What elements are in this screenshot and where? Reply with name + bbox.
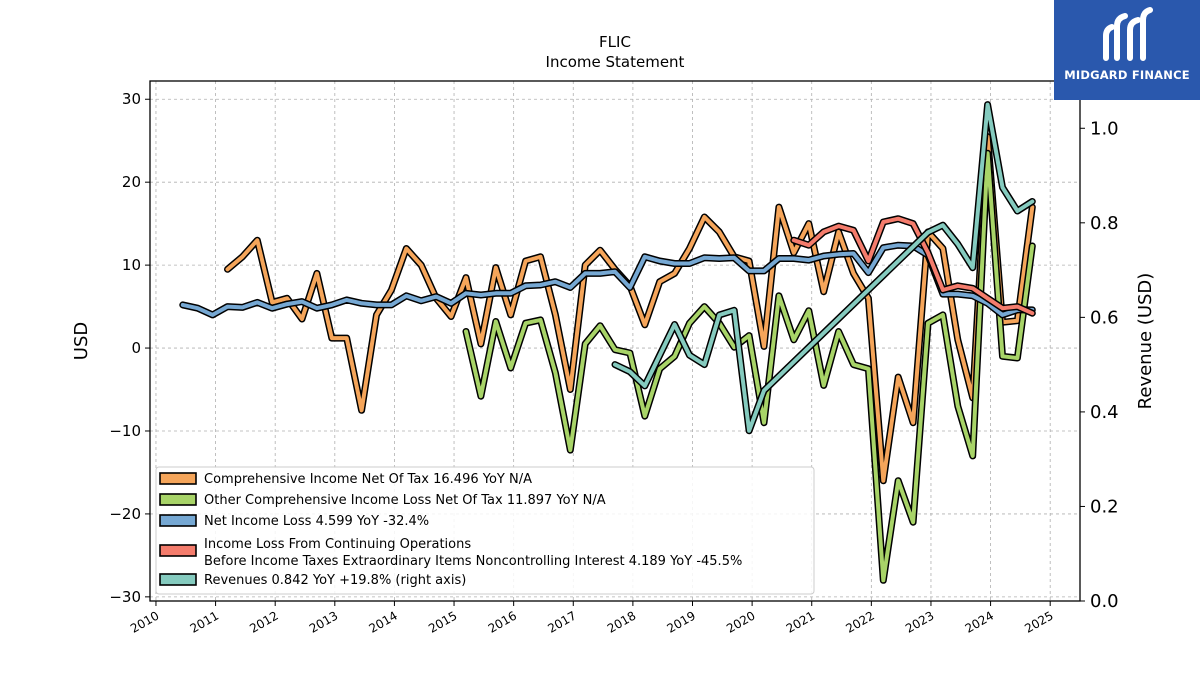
legend-swatch-0 — [159, 472, 197, 485]
x-tick-label: 2015 — [426, 608, 459, 635]
x-tick-label: 2024 — [963, 608, 996, 635]
series-line-1 — [464, 151, 1035, 583]
x-tick-label: 2023 — [903, 608, 936, 635]
y-tick-label: 30 — [122, 90, 141, 108]
y-axis-label-right: Revenue (USD) — [1135, 273, 1156, 410]
legend-swatch-3 — [159, 544, 197, 557]
legend-box — [155, 466, 815, 595]
logo-name: MIDGARD FINANCE — [1064, 68, 1190, 82]
legend-label-2: Net Income Loss 4.599 YoY -32.4% — [204, 514, 429, 529]
y-tick-label-right: 0.4 — [1090, 402, 1119, 423]
series-outline-0 — [224, 133, 1036, 485]
x-tick-label: 2010 — [128, 608, 161, 635]
series-line-2 — [180, 243, 1035, 317]
x-tick-label: 2014 — [366, 608, 399, 635]
y-tick-label: −20 — [109, 505, 141, 523]
y-tick-label: −10 — [109, 422, 141, 440]
legend-label-1: Other Comprehensive Income Loss Net Of T… — [204, 493, 606, 508]
y-tick-label: 20 — [122, 173, 141, 191]
y-tick-label: 10 — [122, 256, 141, 274]
legend-swatch-2 — [159, 514, 197, 527]
chart-title: FLIC — [599, 33, 631, 51]
x-tick-label: 2018 — [605, 608, 638, 635]
legend-label-4: Revenues 0.842 YoY +19.8% (right axis) — [204, 573, 466, 588]
legend-label-0: Comprehensive Income Net Of Tax 16.496 Y… — [204, 472, 532, 487]
y-tick-label-right: 0.6 — [1090, 307, 1119, 328]
series-line-3 — [791, 216, 1035, 316]
x-tick-label: 2021 — [784, 608, 817, 635]
plot-frame — [149, 80, 1081, 602]
y-axis-label: USD — [71, 322, 92, 360]
legend: Comprehensive Income Net Of Tax 16.496 Y… — [155, 466, 815, 595]
y-tick-label-right: 0.8 — [1090, 213, 1119, 234]
brand-logo: MIDGARD FINANCE — [1054, 0, 1200, 100]
y-tick-label-right: 1.0 — [1090, 118, 1119, 139]
x-tick-label: 2025 — [1022, 608, 1055, 635]
x-tick-label: 2013 — [307, 608, 340, 635]
series-lines — [179, 101, 1036, 584]
x-tick-label: 2019 — [665, 608, 698, 635]
x-tick-label: 2017 — [545, 608, 578, 635]
chart-subtitle: Income Statement — [546, 53, 685, 71]
x-tick-label: 2022 — [843, 608, 876, 635]
x-tick-label: 2012 — [247, 608, 280, 635]
logo-mark-icon — [1103, 7, 1153, 61]
legend-swatch-4 — [159, 573, 197, 586]
y-tick-label-right: 0.2 — [1090, 496, 1119, 517]
x-tick-label: 2011 — [188, 608, 221, 635]
y-tick-label-right: 0.0 — [1090, 591, 1119, 612]
y-tick-label: −30 — [109, 588, 141, 606]
legend-label-3: Income Loss From Continuing Operations Be… — [204, 537, 742, 569]
series-line-4 — [613, 102, 1035, 433]
y-tick-label: 0 — [131, 339, 141, 357]
x-tick-label: 2020 — [724, 608, 757, 635]
x-tick-label: 2016 — [486, 608, 519, 635]
series-line-0 — [225, 134, 1035, 483]
legend-swatch-1 — [159, 493, 197, 506]
